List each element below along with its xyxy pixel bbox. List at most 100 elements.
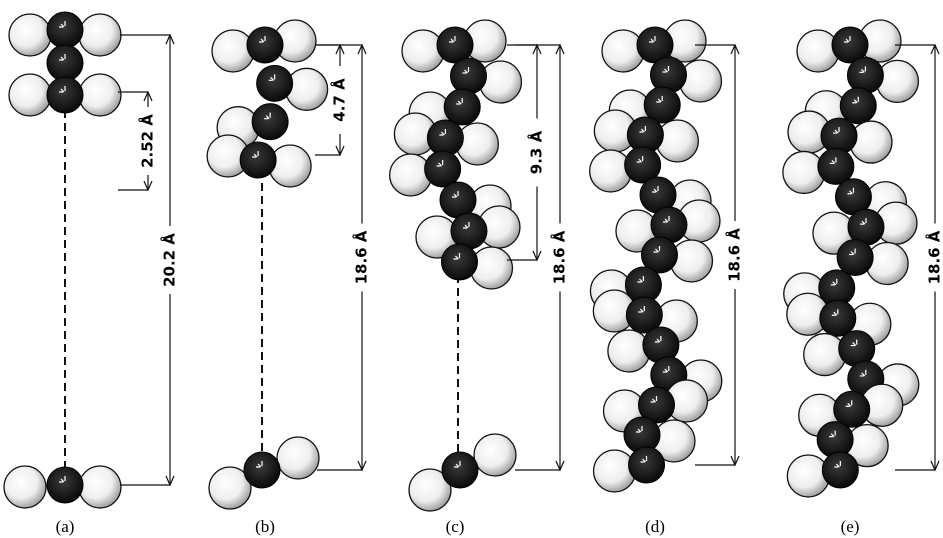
- dimension-label: 18.6 Å: [550, 230, 569, 284]
- hydrogen-atom: [3, 465, 47, 509]
- highlight: [639, 126, 646, 133]
- hydrogen-atom: [78, 465, 122, 509]
- carbon-atom: [46, 44, 84, 82]
- carbon-atom: [46, 11, 84, 49]
- carbon-atom: [441, 451, 479, 489]
- highlight: [436, 160, 444, 167]
- highlight: [859, 218, 867, 225]
- highlight: [264, 112, 271, 120]
- hydrogen-atom: [473, 433, 517, 477]
- highlight: [859, 66, 867, 73]
- highlight: [832, 127, 840, 134]
- carbon-atom: [239, 141, 277, 179]
- panel-label: (e): [841, 517, 860, 536]
- dimension-label: 4.7 Å: [330, 78, 349, 122]
- highlight: [453, 253, 461, 260]
- highlight: [462, 222, 470, 229]
- highlight: [439, 129, 446, 136]
- hydrogen-atom: [8, 73, 52, 117]
- arrow: [730, 43, 740, 467]
- carbon-atom: [449, 57, 487, 95]
- highlight: [654, 336, 662, 343]
- carbon-atom: [246, 26, 284, 64]
- carbon-atom: [243, 451, 281, 489]
- highlight: [452, 191, 459, 198]
- carbon-atom: [256, 64, 294, 102]
- hydrogen-atom: [408, 468, 452, 512]
- highlight: [834, 461, 841, 468]
- hydrogen-atom: [78, 13, 122, 57]
- carbon-atom: [426, 119, 464, 157]
- highlight: [252, 151, 259, 158]
- carbon-atom: [424, 150, 462, 188]
- highlight: [649, 36, 656, 43]
- highlight: [637, 276, 645, 283]
- carbon-atom: [833, 390, 871, 428]
- highlight: [850, 339, 858, 347]
- panel-label: (a): [56, 517, 75, 536]
- highlight: [662, 216, 670, 223]
- carbon-atom: [628, 446, 666, 484]
- arrow: [555, 43, 565, 472]
- dimension-label: 18.6 Å: [925, 230, 943, 284]
- highlight: [849, 248, 856, 256]
- highlight: [652, 186, 659, 193]
- highlight: [635, 426, 643, 433]
- dimension-label: 2.52 Å: [138, 114, 157, 168]
- carbon-atom: [819, 299, 857, 337]
- carbon-atom: [46, 76, 84, 114]
- highlight: [831, 309, 839, 316]
- highlight: [456, 98, 463, 105]
- highlight: [638, 306, 645, 313]
- highlight: [268, 74, 276, 81]
- arrow: [930, 43, 940, 472]
- highlight: [847, 187, 855, 195]
- highlight: [845, 400, 853, 407]
- highlight: [454, 461, 461, 468]
- hydrogen-atom: [208, 466, 252, 510]
- highlight: [662, 66, 670, 73]
- panel-label: (c): [446, 517, 465, 536]
- highlight: [852, 96, 859, 104]
- carbon-atom: [817, 147, 855, 185]
- hydrogen-atom: [78, 73, 122, 117]
- carbon-atom: [46, 466, 84, 504]
- highlight: [829, 430, 836, 438]
- panel-label: (b): [255, 517, 275, 536]
- highlight: [829, 157, 837, 165]
- highlight: [59, 476, 66, 483]
- dimension-label: 20.2 Å: [160, 233, 179, 287]
- carbon-atom: [625, 296, 663, 334]
- carbon-atom: [821, 451, 859, 489]
- carbon-atom: [846, 56, 884, 94]
- highlight: [640, 456, 648, 463]
- highlight: [650, 396, 658, 403]
- highlight: [59, 86, 66, 93]
- arrow: [357, 43, 367, 472]
- highlight: [59, 21, 66, 28]
- highlight: [844, 36, 851, 43]
- carbon-atom: [251, 103, 289, 141]
- hydrogen-atom: [8, 13, 52, 57]
- carbon-atom: [440, 243, 478, 281]
- carbon-atom: [643, 86, 681, 124]
- arrow: [143, 90, 153, 192]
- carbon-atom: [443, 88, 481, 126]
- carbon-atom: [831, 26, 869, 64]
- highlight: [256, 461, 263, 468]
- carbon-atom: [640, 236, 678, 274]
- carbon-atom: [638, 386, 676, 424]
- carbon-atom: [624, 146, 662, 184]
- hydrogen-atom: [276, 436, 320, 480]
- highlight: [653, 246, 661, 253]
- highlight: [830, 278, 838, 286]
- dimension-label: 9.3 Å: [527, 130, 546, 174]
- highlight: [259, 36, 266, 43]
- dimension-label: 18.6 Å: [725, 228, 744, 282]
- highlight: [636, 156, 644, 163]
- highlight: [462, 67, 470, 74]
- highlight: [859, 369, 867, 377]
- dimension-label: 18.6 Å: [352, 230, 371, 284]
